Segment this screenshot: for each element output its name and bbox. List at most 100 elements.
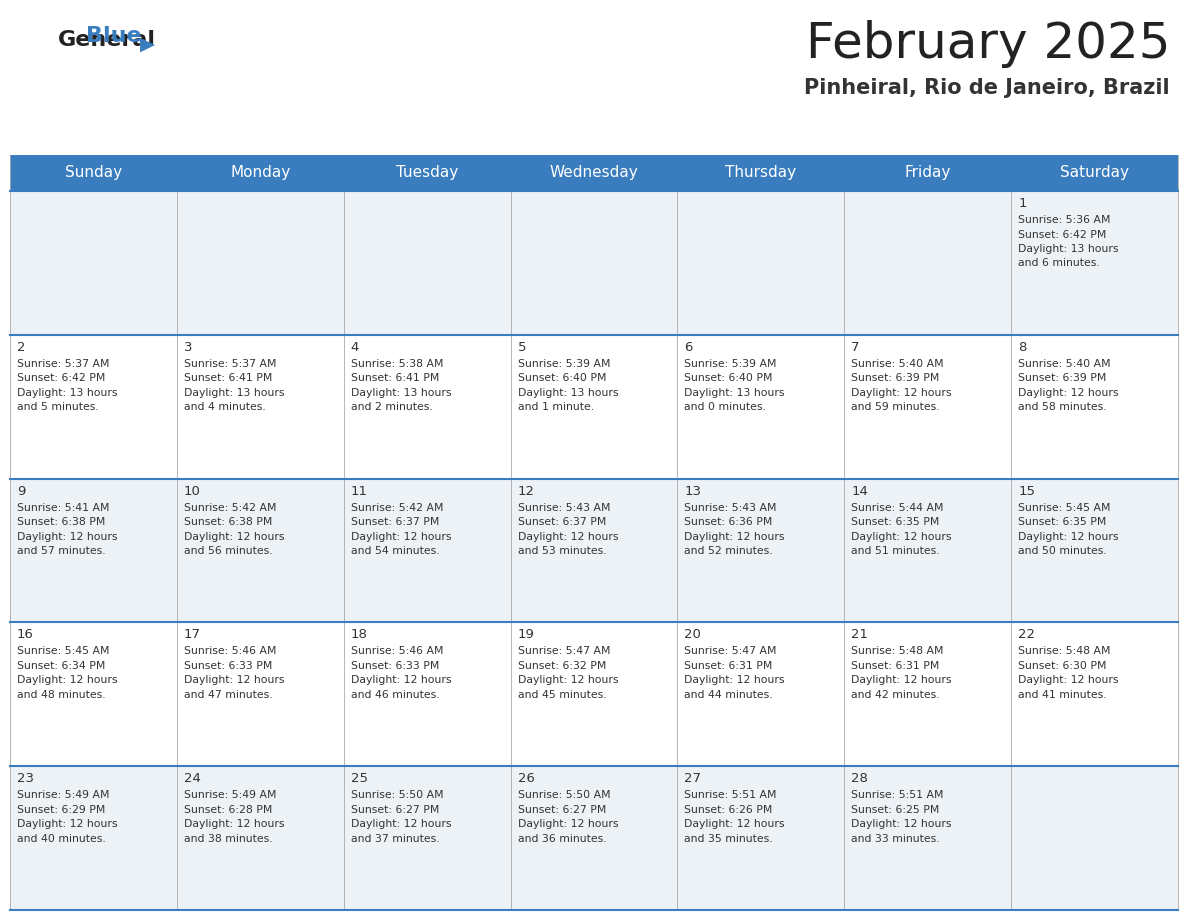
Text: Sunrise: 5:50 AM: Sunrise: 5:50 AM: [518, 790, 611, 800]
Bar: [10, 155, 1178, 191]
Text: and 41 minutes.: and 41 minutes.: [1018, 690, 1107, 700]
Text: February 2025: February 2025: [805, 20, 1170, 68]
Text: 9: 9: [17, 485, 25, 498]
Text: and 48 minutes.: and 48 minutes.: [17, 690, 106, 700]
Text: Sunset: 6:42 PM: Sunset: 6:42 PM: [17, 374, 106, 384]
Text: 4: 4: [350, 341, 359, 353]
Text: Sunset: 6:29 PM: Sunset: 6:29 PM: [17, 805, 106, 814]
Text: and 45 minutes.: and 45 minutes.: [518, 690, 606, 700]
Text: 27: 27: [684, 772, 701, 785]
Text: and 4 minutes.: and 4 minutes.: [184, 402, 266, 412]
Text: Daylight: 13 hours: Daylight: 13 hours: [684, 387, 785, 397]
Text: Sunset: 6:40 PM: Sunset: 6:40 PM: [518, 374, 606, 384]
Text: 8: 8: [1018, 341, 1026, 353]
Text: and 57 minutes.: and 57 minutes.: [17, 546, 106, 556]
Text: Sunrise: 5:41 AM: Sunrise: 5:41 AM: [17, 502, 109, 512]
Text: and 53 minutes.: and 53 minutes.: [518, 546, 606, 556]
Text: 1: 1: [1018, 197, 1026, 210]
Text: 24: 24: [184, 772, 201, 785]
Text: Daylight: 12 hours: Daylight: 12 hours: [518, 676, 618, 686]
Text: and 2 minutes.: and 2 minutes.: [350, 402, 432, 412]
Text: Sunset: 6:35 PM: Sunset: 6:35 PM: [852, 517, 940, 527]
Text: ▶: ▶: [140, 35, 154, 54]
Text: Daylight: 12 hours: Daylight: 12 hours: [17, 819, 118, 829]
Text: Daylight: 12 hours: Daylight: 12 hours: [1018, 676, 1119, 686]
Text: Sunrise: 5:40 AM: Sunrise: 5:40 AM: [852, 359, 944, 369]
Text: 25: 25: [350, 772, 368, 785]
Text: and 58 minutes.: and 58 minutes.: [1018, 402, 1107, 412]
Text: and 51 minutes.: and 51 minutes.: [852, 546, 940, 556]
Text: 26: 26: [518, 772, 535, 785]
Text: Daylight: 12 hours: Daylight: 12 hours: [852, 819, 952, 829]
Text: Sunrise: 5:37 AM: Sunrise: 5:37 AM: [17, 359, 109, 369]
Text: Sunset: 6:38 PM: Sunset: 6:38 PM: [17, 517, 106, 527]
Text: Monday: Monday: [230, 165, 290, 181]
Text: Daylight: 12 hours: Daylight: 12 hours: [1018, 387, 1119, 397]
Text: Daylight: 12 hours: Daylight: 12 hours: [852, 387, 952, 397]
Text: and 38 minutes.: and 38 minutes.: [184, 834, 272, 844]
Text: Sunset: 6:41 PM: Sunset: 6:41 PM: [350, 374, 440, 384]
Text: Sunset: 6:27 PM: Sunset: 6:27 PM: [518, 805, 606, 814]
Text: 3: 3: [184, 341, 192, 353]
Text: Sunrise: 5:45 AM: Sunrise: 5:45 AM: [1018, 502, 1111, 512]
Text: Sunrise: 5:50 AM: Sunrise: 5:50 AM: [350, 790, 443, 800]
Text: Daylight: 12 hours: Daylight: 12 hours: [684, 819, 785, 829]
Text: Sunset: 6:39 PM: Sunset: 6:39 PM: [1018, 374, 1106, 384]
Text: 12: 12: [518, 485, 535, 498]
Text: 2: 2: [17, 341, 25, 353]
Text: Pinheiral, Rio de Janeiro, Brazil: Pinheiral, Rio de Janeiro, Brazil: [804, 78, 1170, 98]
Text: and 47 minutes.: and 47 minutes.: [184, 690, 272, 700]
Text: Sunrise: 5:49 AM: Sunrise: 5:49 AM: [17, 790, 109, 800]
Text: Sunset: 6:30 PM: Sunset: 6:30 PM: [1018, 661, 1107, 671]
Text: Sunset: 6:38 PM: Sunset: 6:38 PM: [184, 517, 272, 527]
Bar: [10, 191, 1178, 335]
Text: and 46 minutes.: and 46 minutes.: [350, 690, 440, 700]
Text: Daylight: 12 hours: Daylight: 12 hours: [350, 819, 451, 829]
Text: Sunset: 6:35 PM: Sunset: 6:35 PM: [1018, 517, 1106, 527]
Text: 18: 18: [350, 629, 367, 642]
Bar: [10, 335, 1178, 478]
Text: Blue: Blue: [86, 26, 141, 46]
Text: 17: 17: [184, 629, 201, 642]
Text: Sunrise: 5:47 AM: Sunrise: 5:47 AM: [518, 646, 611, 656]
Text: Daylight: 13 hours: Daylight: 13 hours: [17, 387, 118, 397]
Text: Sunset: 6:31 PM: Sunset: 6:31 PM: [684, 661, 773, 671]
Text: Sunset: 6:28 PM: Sunset: 6:28 PM: [184, 805, 272, 814]
Text: Daylight: 12 hours: Daylight: 12 hours: [1018, 532, 1119, 542]
Text: Sunrise: 5:51 AM: Sunrise: 5:51 AM: [684, 790, 777, 800]
Text: Sunset: 6:39 PM: Sunset: 6:39 PM: [852, 374, 940, 384]
Text: 15: 15: [1018, 485, 1035, 498]
Text: 20: 20: [684, 629, 701, 642]
Text: Daylight: 12 hours: Daylight: 12 hours: [350, 532, 451, 542]
Text: Sunrise: 5:42 AM: Sunrise: 5:42 AM: [184, 502, 277, 512]
Text: Daylight: 12 hours: Daylight: 12 hours: [184, 676, 284, 686]
Text: Daylight: 12 hours: Daylight: 12 hours: [350, 676, 451, 686]
Text: 22: 22: [1018, 629, 1035, 642]
Text: Daylight: 13 hours: Daylight: 13 hours: [1018, 244, 1119, 254]
Text: Sunrise: 5:49 AM: Sunrise: 5:49 AM: [184, 790, 277, 800]
Text: Sunrise: 5:36 AM: Sunrise: 5:36 AM: [1018, 215, 1111, 225]
Text: 21: 21: [852, 629, 868, 642]
Text: Daylight: 12 hours: Daylight: 12 hours: [17, 532, 118, 542]
Text: Daylight: 12 hours: Daylight: 12 hours: [852, 532, 952, 542]
Text: Sunset: 6:26 PM: Sunset: 6:26 PM: [684, 805, 773, 814]
Text: Daylight: 12 hours: Daylight: 12 hours: [852, 676, 952, 686]
Text: Sunrise: 5:39 AM: Sunrise: 5:39 AM: [518, 359, 611, 369]
Text: Daylight: 13 hours: Daylight: 13 hours: [518, 387, 618, 397]
Bar: [10, 767, 1178, 910]
Text: Sunrise: 5:43 AM: Sunrise: 5:43 AM: [518, 502, 611, 512]
Text: and 33 minutes.: and 33 minutes.: [852, 834, 940, 844]
Text: and 40 minutes.: and 40 minutes.: [17, 834, 106, 844]
Text: and 36 minutes.: and 36 minutes.: [518, 834, 606, 844]
Text: 6: 6: [684, 341, 693, 353]
Text: Sunset: 6:33 PM: Sunset: 6:33 PM: [184, 661, 272, 671]
Text: Wednesday: Wednesday: [550, 165, 638, 181]
Text: and 59 minutes.: and 59 minutes.: [852, 402, 940, 412]
Text: Tuesday: Tuesday: [396, 165, 459, 181]
Text: and 35 minutes.: and 35 minutes.: [684, 834, 773, 844]
Text: Sunset: 6:25 PM: Sunset: 6:25 PM: [852, 805, 940, 814]
Text: 11: 11: [350, 485, 368, 498]
Text: Sunrise: 5:38 AM: Sunrise: 5:38 AM: [350, 359, 443, 369]
Text: Sunset: 6:34 PM: Sunset: 6:34 PM: [17, 661, 106, 671]
Text: Sunrise: 5:39 AM: Sunrise: 5:39 AM: [684, 359, 777, 369]
